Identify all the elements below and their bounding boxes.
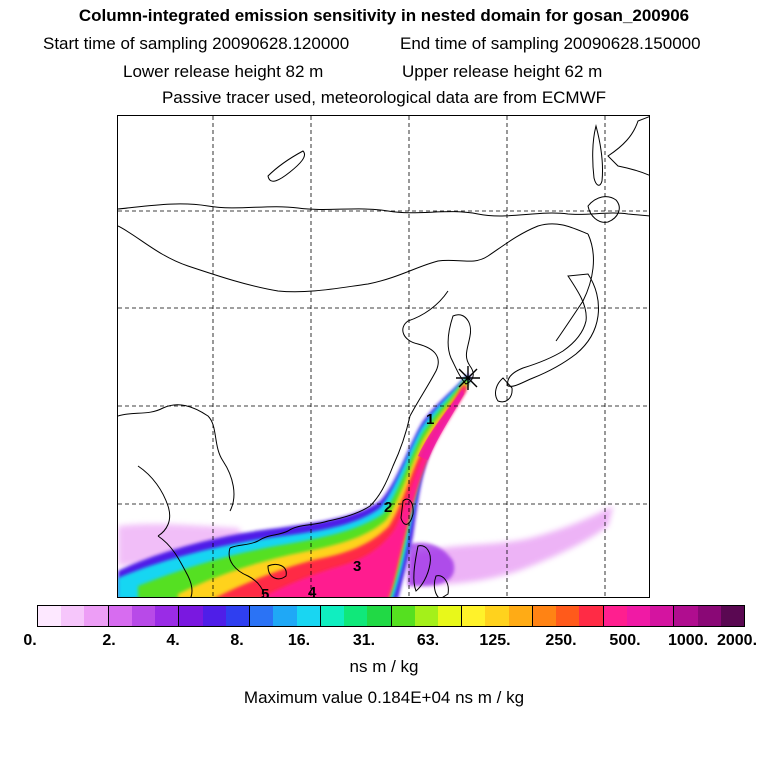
colorbar-segment [603, 606, 627, 626]
colorbar-segment [202, 606, 226, 626]
japan-kyushu [495, 377, 513, 403]
colorbar-tick-6: 63. [416, 632, 440, 649]
colorbar-segment [697, 606, 721, 626]
colorbar-segment [414, 606, 438, 626]
map-canvas: 1 2 3 4 5 [118, 116, 649, 598]
receptor-star-icon [456, 366, 480, 390]
colorbar-segment [508, 606, 533, 626]
colorbar-segment [273, 606, 297, 626]
colorbar-tick-10: 1000. [667, 632, 709, 649]
sakhalin-island [592, 124, 603, 186]
colorbar-segment [131, 606, 156, 626]
hainan-island [267, 563, 287, 580]
colorbar-segment [437, 606, 463, 626]
colorbar-segment [296, 606, 321, 626]
colorbar-segment [344, 606, 368, 626]
colorbar-segment [579, 606, 604, 626]
colorbar-segment [650, 606, 675, 626]
colorbar [37, 605, 745, 627]
border-china-north [555, 233, 594, 342]
indochina-west [157, 535, 193, 597]
korea-peninsula [447, 314, 474, 385]
taiwan-island [400, 498, 414, 525]
philippines-south [433, 575, 449, 597]
colorbar-segment [320, 606, 345, 626]
coast-china-east [327, 415, 411, 522]
day-label-1: 1 [426, 411, 434, 428]
end-time-label: End time of sampling 20090628.150000 [400, 34, 701, 53]
day-label-4: 4 [308, 584, 317, 598]
day-label-5: 5 [261, 586, 269, 598]
sensitivity-plume [118, 374, 613, 597]
border-mongolia [118, 223, 589, 293]
start-time-label: Start time of sampling 20090628.120000 [43, 34, 350, 53]
colorbar-segment [462, 606, 486, 626]
indochina-coast [228, 547, 265, 597]
coastlines [118, 116, 649, 597]
japan-honshu [507, 273, 599, 387]
colorbar-segment [720, 606, 745, 626]
map-panel: 1 2 3 4 5 [117, 115, 650, 598]
colorbar-segment [626, 606, 651, 626]
lower-release-label: Lower release height 82 m [123, 62, 324, 81]
colorbar-segment [225, 606, 251, 626]
border-china-west [118, 404, 235, 512]
colorbar-segment [532, 606, 557, 626]
colorbar-segment [179, 606, 203, 626]
plot-title: Column-integrated emission sensitivity i… [78, 6, 690, 25]
colorbar-segment [367, 606, 392, 626]
day-label-3: 3 [353, 558, 361, 575]
colorbar-units: ns m / kg [349, 657, 419, 676]
colorbar-tick-7: 125. [479, 632, 511, 649]
upper-release-label: Upper release height 62 m [402, 62, 603, 81]
border-southeast [137, 465, 171, 537]
colorbar-tick-11: 2000. [716, 632, 758, 649]
colorbar-tick-8: 250. [545, 632, 577, 649]
tracer-note: Passive tracer used, meteorological data… [161, 88, 607, 107]
colorbar-segment [155, 606, 180, 626]
philippines-luzon [413, 545, 431, 592]
coast-bohai [402, 290, 449, 417]
colorbar-segment [485, 606, 509, 626]
colorbar-tick-2: 4. [166, 632, 180, 649]
kamchatka-coast [607, 116, 649, 176]
colorbar-segment [556, 606, 580, 626]
colorbar-segment [108, 606, 132, 626]
plume-red [216, 384, 467, 597]
colorbar-segment [61, 606, 85, 626]
plume-violet-east [408, 542, 455, 586]
colorbar-segment [674, 606, 698, 626]
colorbar-tick-0: 0. [23, 632, 37, 649]
colorbar-segment [84, 606, 109, 626]
colorbar-segment [250, 606, 274, 626]
colorbar-tick-1: 2. [102, 632, 116, 649]
plume-haze-east [408, 506, 613, 585]
graticule [118, 116, 649, 597]
maximum-value-label: Maximum value 0.184E+04 ns m / kg [243, 688, 525, 707]
coast-south-china [229, 520, 329, 549]
colorbar-tick-4: 16. [287, 632, 311, 649]
japan-hokkaido [587, 196, 620, 223]
coast-asia-north [118, 203, 649, 217]
colorbar-segment [38, 606, 62, 626]
lake-baikal [267, 150, 305, 182]
plume-core [418, 390, 464, 460]
colorbar-tick-5: 31. [352, 632, 376, 649]
colorbar-tick-3: 8. [230, 632, 244, 649]
colorbar-segment [391, 606, 415, 626]
day-label-2: 2 [384, 499, 392, 516]
colorbar-tick-9: 500. [609, 632, 641, 649]
